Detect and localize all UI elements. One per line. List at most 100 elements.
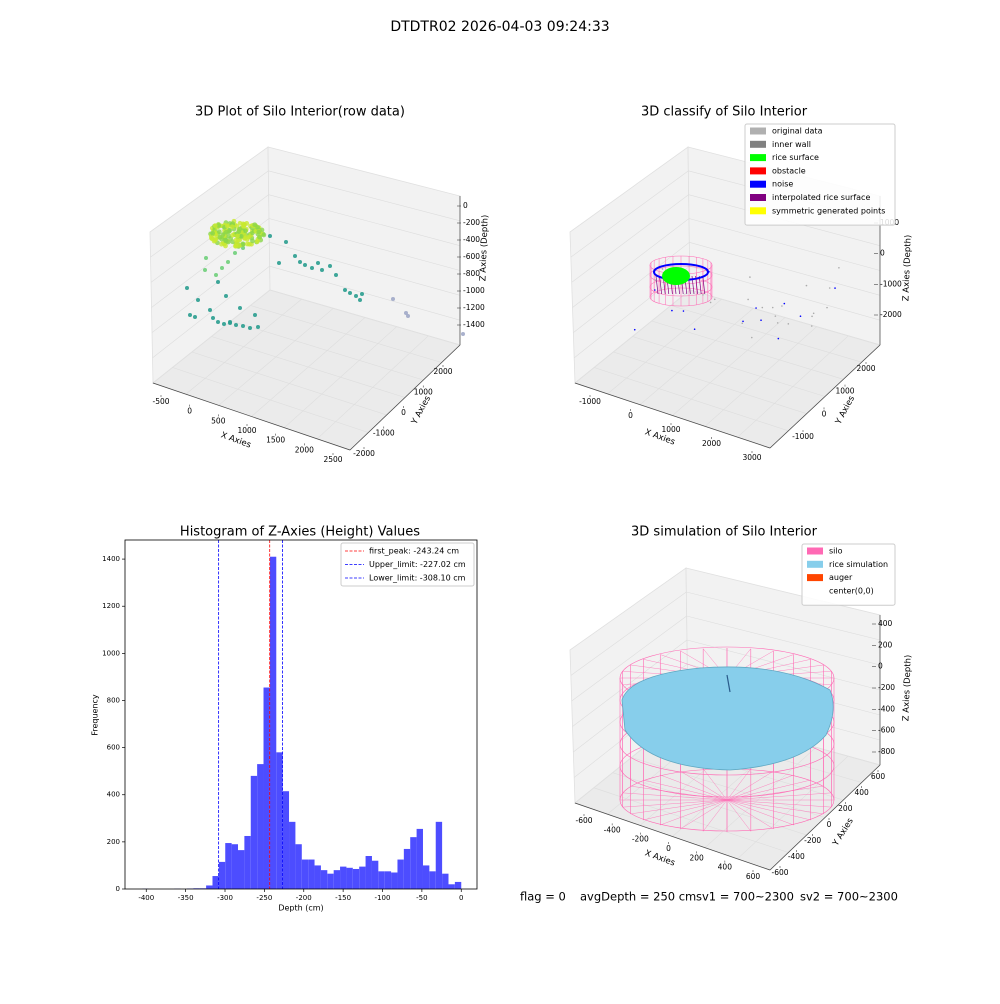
- x-tick-label: -1000: [579, 397, 601, 406]
- noise-point: [702, 294, 704, 296]
- histogram-bar: [257, 764, 263, 889]
- raw-point: [211, 316, 215, 320]
- y-tick-label: -600: [771, 868, 788, 877]
- x-tick-label: -300: [217, 894, 233, 902]
- y-tick-label: -1000: [792, 432, 814, 441]
- raw-point: [204, 256, 208, 260]
- z-tick-label: -400: [878, 704, 895, 713]
- y-tick-label: 0: [401, 408, 406, 417]
- y-tick-label: 2000: [856, 364, 875, 373]
- raw-point: [268, 234, 272, 238]
- raw-point: [284, 240, 288, 244]
- histogram-bar: [264, 688, 270, 889]
- noise-point: [655, 279, 657, 281]
- y-tick-label: 400: [107, 791, 120, 799]
- x-tick-label: 0: [666, 844, 671, 853]
- y-tick-label: -2000: [353, 449, 375, 458]
- noise-point: [777, 322, 779, 324]
- raw-point: [316, 261, 320, 265]
- histogram-bar: [270, 557, 276, 889]
- raw-point: [253, 313, 257, 317]
- status-text: sv2 = 700~2300: [800, 890, 898, 904]
- x-tick-label: 2000: [702, 439, 721, 448]
- x-tick-label: 600: [746, 872, 761, 881]
- status-text: avgDepth = 250 cm: [580, 890, 696, 904]
- x-tick-label: 1000: [237, 426, 256, 435]
- x-tick-label: -200: [632, 835, 649, 844]
- legend-patch: [750, 181, 766, 188]
- raw-point: [248, 326, 252, 330]
- noise-point: [800, 315, 802, 317]
- z-tick-label: 200: [878, 640, 893, 649]
- y-tick-label: 0: [827, 820, 832, 829]
- noise-point: [813, 313, 815, 315]
- noise-point: [811, 325, 813, 327]
- raw-point: [257, 235, 262, 240]
- legend-label: obstacle: [772, 166, 806, 175]
- subplot-title: Histogram of Z-Axies (Height) Values: [180, 525, 420, 540]
- raw-point: [247, 242, 252, 247]
- z-tick-label: 0: [878, 662, 883, 671]
- histogram-bar: [206, 885, 212, 889]
- raw-point: [252, 222, 257, 227]
- raw-point: [246, 235, 251, 240]
- y-tick-label: 1000: [102, 649, 120, 657]
- raw-point: [255, 239, 260, 244]
- y-tick-label: 1400: [102, 555, 120, 563]
- x-tick-label: -150: [335, 894, 351, 902]
- legend-label: rice simulation: [829, 560, 888, 569]
- noise-point: [671, 310, 673, 312]
- raw-point: [461, 332, 465, 336]
- raw-point: [214, 273, 218, 277]
- z-tick-label: -1200: [463, 303, 485, 312]
- y-tick-label: 0: [116, 885, 120, 893]
- histogram-bar: [219, 862, 225, 889]
- x-tick-label: 500: [211, 416, 226, 425]
- z-tick-label: -1000: [463, 286, 485, 295]
- raw-point: [256, 230, 261, 235]
- raw-point: [328, 264, 332, 268]
- noise-point: [760, 319, 762, 321]
- x-tick-label: 0: [628, 411, 633, 420]
- noise-point: [710, 302, 712, 304]
- histogram-bar: [308, 860, 314, 889]
- legend-patch: [807, 574, 823, 581]
- raw-point: [185, 286, 189, 290]
- z-tick-label: -200: [463, 218, 480, 227]
- subplot-title: 3D classify of Silo Interior: [641, 105, 808, 120]
- rice-blob: [662, 267, 690, 285]
- histogram-bar: [327, 874, 333, 889]
- raw-point: [230, 233, 235, 238]
- noise-point: [834, 287, 836, 289]
- raw-point: [406, 314, 410, 318]
- z-tick-label: -600: [463, 252, 480, 261]
- x-tick-label: -100: [375, 894, 391, 902]
- z-tick-label: -1000: [880, 279, 902, 288]
- legend-label: original data: [772, 127, 823, 136]
- noise-point: [811, 316, 813, 318]
- raw-point: [320, 268, 324, 272]
- raw-point: [348, 291, 352, 295]
- x-tick-label: 1500: [266, 436, 285, 445]
- raw-point: [310, 266, 314, 270]
- legend-label: Lower_limit: -308.10 cm: [369, 574, 466, 583]
- legend-patch: [750, 207, 766, 214]
- noise-point: [829, 287, 831, 289]
- y-axis-label: Y Axies: [833, 394, 857, 427]
- histogram-bar: [212, 876, 218, 889]
- raw-point: [220, 266, 224, 270]
- raw-point: [235, 233, 240, 238]
- x-axis-label: X Axies: [643, 848, 676, 868]
- y-tick-label: -400: [788, 852, 805, 861]
- y-axis-label: Y Axies: [831, 816, 857, 849]
- histogram-bar: [244, 836, 250, 889]
- x-tick-label: -250: [256, 894, 272, 902]
- histogram-bar: [315, 865, 321, 889]
- raw-point: [277, 261, 281, 265]
- status-text: sv1 = 700~2300: [696, 890, 794, 904]
- raw-point: [391, 297, 395, 301]
- histogram-bar: [334, 870, 340, 889]
- noise-point: [778, 338, 780, 340]
- raw-point: [298, 260, 302, 264]
- y-tick-label: 200: [838, 804, 853, 813]
